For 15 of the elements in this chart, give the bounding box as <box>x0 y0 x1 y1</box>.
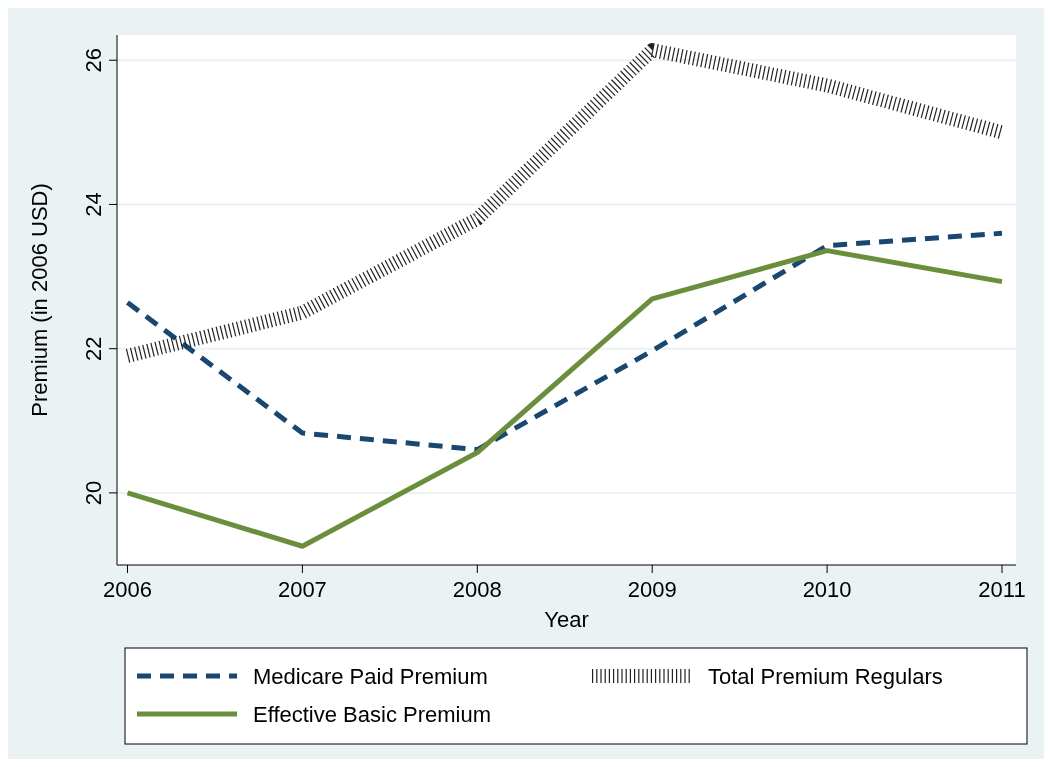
y-tick-label: 20 <box>81 480 106 506</box>
x-axis-title: Year <box>544 607 589 632</box>
y-tick-label: 24 <box>81 192 106 217</box>
x-tick-label: 2006 <box>103 577 152 602</box>
legend-label: Total Premium Regulars <box>708 664 943 689</box>
x-tick-label: 2011 <box>978 577 1026 602</box>
y-tick-label: 22 <box>81 336 106 361</box>
x-tick-label: 2008 <box>452 577 502 602</box>
x-tick-label: 2007 <box>277 577 327 602</box>
y-axis-title: Premium (in 2006 USD) <box>27 183 52 417</box>
x-tick-label: 2009 <box>627 577 677 602</box>
y-tick-label: 26 <box>81 48 106 73</box>
x-tick-label: 2010 <box>802 577 852 602</box>
legend-label: Medicare Paid Premium <box>253 664 488 689</box>
legend-label: Effective Basic Premium <box>253 702 492 727</box>
